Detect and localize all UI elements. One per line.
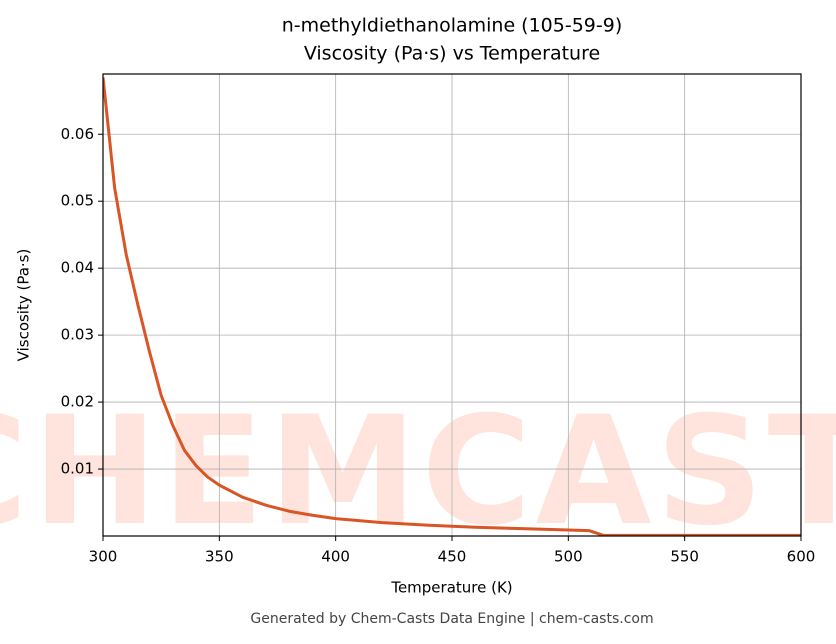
x-tick-label: 550 bbox=[670, 548, 699, 566]
y-axis-label: Viscosity (Pa·s) bbox=[15, 249, 33, 362]
y-tick-label: 0.06 bbox=[61, 125, 94, 143]
y-tick-label: 0.05 bbox=[61, 192, 94, 210]
x-tick-label: 300 bbox=[89, 548, 118, 566]
chart-subtitle: Viscosity (Pa·s) vs Temperature bbox=[304, 43, 600, 65]
data-line bbox=[103, 77, 801, 536]
plot-frame bbox=[102, 73, 802, 537]
y-tick-label: 0.04 bbox=[61, 259, 94, 277]
chart-title: n-methyldiethanolamine (105-59-9) bbox=[282, 15, 623, 37]
y-tick-label: 0.02 bbox=[61, 393, 94, 411]
x-tick-label: 400 bbox=[321, 548, 350, 566]
x-tick-label: 600 bbox=[787, 548, 816, 566]
y-tick-label: 0.01 bbox=[61, 460, 94, 478]
x-tick-label: 350 bbox=[205, 548, 234, 566]
x-axis-label: Temperature (K) bbox=[390, 579, 512, 597]
x-tick-label: 500 bbox=[554, 548, 583, 566]
y-tick-label: 0.03 bbox=[61, 326, 94, 344]
footer: Generated by Chem-Casts Data Engine | ch… bbox=[250, 611, 653, 627]
x-tick-label: 450 bbox=[438, 548, 467, 566]
watermark: CHEMCASTS bbox=[0, 385, 836, 559]
